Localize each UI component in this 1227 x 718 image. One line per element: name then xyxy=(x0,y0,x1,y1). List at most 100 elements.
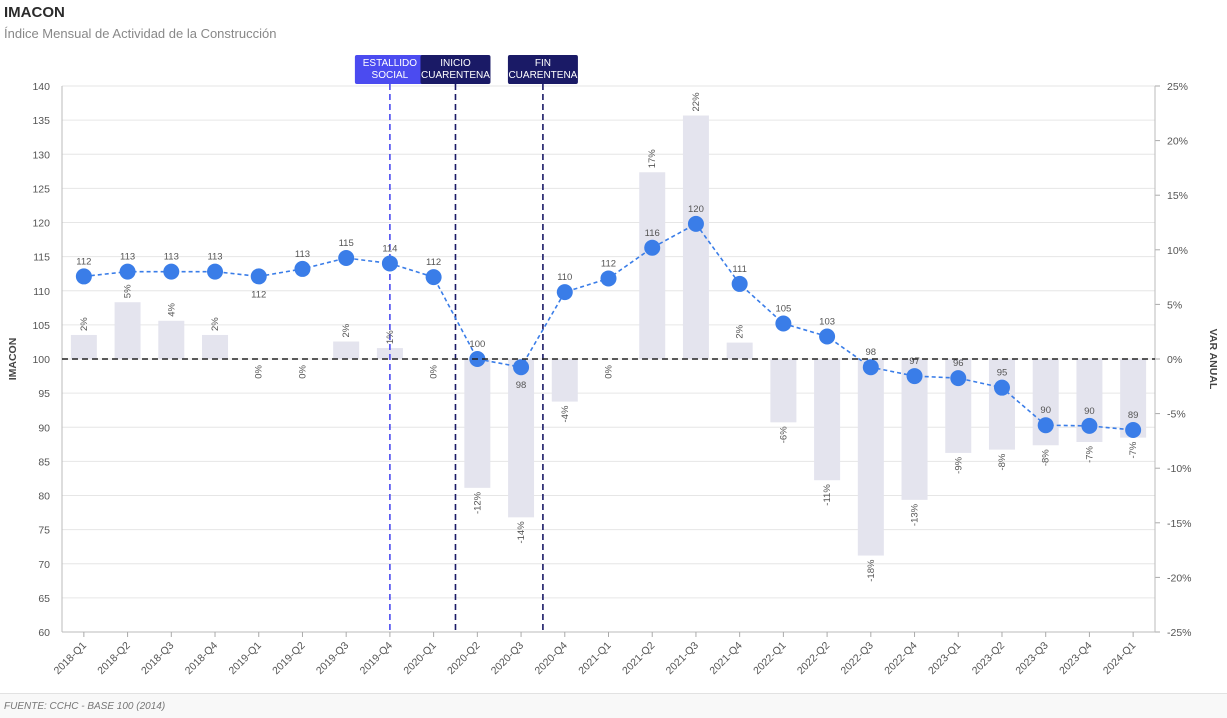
imacon-point-label: 120 xyxy=(688,204,704,215)
imacon-point-label: 100 xyxy=(469,339,485,350)
imacon-point-label: 98 xyxy=(866,347,877,358)
imacon-point xyxy=(1125,421,1142,438)
imacon-point-label: 98 xyxy=(516,380,527,391)
imacon-point-label: 112 xyxy=(426,257,441,268)
imacon-point-label: 115 xyxy=(339,238,354,249)
x-tick-label: 2020-Q2 xyxy=(445,640,482,677)
bar-label: 2% xyxy=(79,317,90,331)
bar xyxy=(464,359,491,488)
y-right-tick-label: 5% xyxy=(1167,299,1182,311)
bar xyxy=(682,115,709,359)
imacon-point-label: 114 xyxy=(382,243,397,254)
imacon-point-label: 113 xyxy=(207,252,222,263)
inicio-cuarentena-label: CUARENTENA xyxy=(421,70,490,81)
source-text: FUENTE: CCHC - BASE 100 (2014) xyxy=(4,701,166,712)
bar-label: 0% xyxy=(429,364,440,378)
bar-label: -6% xyxy=(778,426,789,443)
imacon-point-label: 105 xyxy=(775,304,791,315)
y-left-tick-label: 70 xyxy=(38,559,50,571)
bar xyxy=(726,342,753,359)
imacon-point-label: 111 xyxy=(732,264,746,275)
chart-subtitle: Índice Mensual de Actividad de la Constr… xyxy=(4,26,277,41)
fin-cuarentena-label: CUARENTENA xyxy=(508,70,577,81)
y-right-tick-label: -20% xyxy=(1167,572,1192,584)
bar xyxy=(551,359,578,402)
x-tick-label: 2019-Q4 xyxy=(358,640,395,677)
imacon-point xyxy=(862,359,879,376)
x-tick-label: 2021-Q3 xyxy=(664,640,701,677)
imacon-point-label: 110 xyxy=(557,272,572,283)
imacon-point-label: 113 xyxy=(164,252,179,263)
y-right-axis-title: VAR ANUAL xyxy=(1207,329,1219,390)
y-left-tick-label: 85 xyxy=(38,456,50,468)
bar-label: 5% xyxy=(123,284,134,298)
bar-label: -8% xyxy=(1041,449,1052,466)
source-footer: FUENTE: CCHC - BASE 100 (2014) xyxy=(0,693,1227,718)
y-right-tick-label: -5% xyxy=(1167,409,1186,421)
imacon-point xyxy=(731,275,748,292)
bar-label: 0% xyxy=(297,364,308,378)
bar-label: -12% xyxy=(472,491,483,514)
x-tick-label: 2023-Q4 xyxy=(1057,640,1094,677)
imacon-point xyxy=(1037,417,1054,434)
bar xyxy=(770,359,797,423)
x-tick-label: 2023-Q1 xyxy=(926,640,963,677)
x-tick-label: 2018-Q4 xyxy=(183,640,220,677)
y-left-tick-label: 95 xyxy=(38,388,50,400)
bar xyxy=(508,359,535,518)
imacon-point xyxy=(513,359,530,376)
x-tick-label: 2018-Q1 xyxy=(52,640,89,677)
imacon-point xyxy=(556,284,573,301)
x-tick-label: 2021-Q1 xyxy=(576,640,613,677)
imacon-point xyxy=(644,239,661,256)
fin-cuarentena-box xyxy=(507,55,578,84)
bar-label: -8% xyxy=(997,453,1008,470)
inicio-cuarentena-box xyxy=(420,55,491,84)
imacon-point-label: 112 xyxy=(601,258,616,269)
imacon-point-label: 97 xyxy=(909,356,920,367)
bar-label: 4% xyxy=(166,302,177,316)
imacon-point-label: 95 xyxy=(997,368,1008,379)
bar-label: -7% xyxy=(1084,445,1095,462)
annotations: ESTALLIDOSOCIALINICIOCUARENTENAFINCUAREN… xyxy=(354,55,578,632)
bar xyxy=(376,348,403,359)
y-right-tick-label: 0% xyxy=(1167,354,1182,366)
x-tick-label: 2022-Q2 xyxy=(795,640,832,677)
y-right-tick-label: 20% xyxy=(1167,136,1188,148)
imacon-chart: ESTALLIDOSOCIALINICIOCUARENTENAFINCUAREN… xyxy=(7,55,1219,677)
x-tick-label: 2018-Q3 xyxy=(139,640,176,677)
y-right-tick-label: 10% xyxy=(1167,245,1188,257)
x-tick-label: 2022-Q3 xyxy=(839,640,876,677)
imacon-point xyxy=(207,263,224,280)
imacon-point xyxy=(1081,417,1098,434)
x-tick-label: 2020-Q4 xyxy=(533,640,570,677)
bar-label: 22% xyxy=(691,92,702,112)
imacon-line xyxy=(75,215,1142,438)
imacon-series-line xyxy=(83,222,1134,431)
bar-label: -11% xyxy=(822,484,833,506)
y-right-tick-label: 25% xyxy=(1167,81,1188,93)
y-left-tick-label: 75 xyxy=(38,525,50,537)
y-left-tick-label: 120 xyxy=(32,218,50,230)
imacon-point-label: 89 xyxy=(1128,410,1139,421)
bar-label: 2% xyxy=(735,324,746,338)
imacon-point xyxy=(338,249,355,266)
y-left-axis-title: IMACON xyxy=(7,338,19,381)
imacon-point xyxy=(381,255,398,272)
bar xyxy=(333,341,360,359)
imacon-point xyxy=(250,268,267,285)
imacon-point xyxy=(819,328,836,345)
y-right-tick-label: -25% xyxy=(1167,627,1192,639)
bar-label: 0% xyxy=(254,364,265,378)
y-left-tick-label: 65 xyxy=(38,593,50,605)
imacon-point xyxy=(993,379,1010,396)
x-tick-label: 2021-Q2 xyxy=(620,640,657,677)
estallido-social-box xyxy=(354,55,425,84)
x-tick-label: 2020-Q3 xyxy=(489,640,526,677)
imacon-point xyxy=(950,370,967,387)
x-tick-label: 2024-Q1 xyxy=(1101,640,1138,677)
imacon-point xyxy=(163,263,180,280)
imacon-point xyxy=(775,315,792,332)
y-left-tick-label: 100 xyxy=(32,354,50,366)
y-left-tick-label: 125 xyxy=(32,183,50,195)
